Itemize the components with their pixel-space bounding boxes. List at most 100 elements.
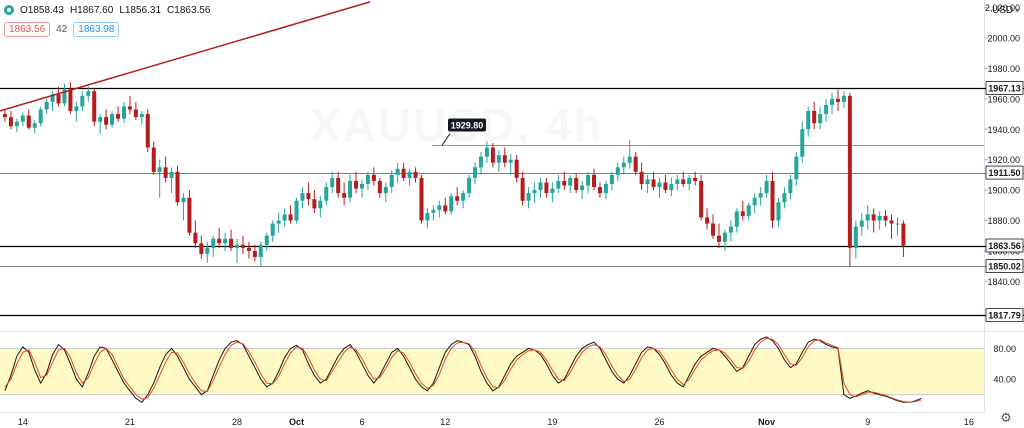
price-label-text: 1817.79 bbox=[988, 311, 1021, 321]
candle-body bbox=[223, 238, 228, 244]
currency-selector[interactable]: USD ▾ bbox=[992, 2, 1022, 18]
candle-body bbox=[586, 174, 591, 186]
candle-body bbox=[633, 156, 638, 172]
candle-body bbox=[44, 101, 49, 110]
candle-body bbox=[407, 171, 412, 178]
candle-body bbox=[615, 167, 620, 175]
close-value: C1863.56 bbox=[167, 4, 211, 16]
candle-body bbox=[496, 155, 501, 163]
candle-body bbox=[681, 179, 686, 185]
candle-body bbox=[74, 106, 79, 112]
candle-body bbox=[895, 223, 900, 225]
candle-body bbox=[841, 95, 846, 102]
candle-body bbox=[431, 209, 436, 213]
candle-body bbox=[270, 223, 275, 236]
candle-body bbox=[752, 197, 757, 206]
time-tick-label: 12 bbox=[440, 417, 450, 427]
candle-body bbox=[348, 180, 353, 198]
candle-body bbox=[812, 111, 817, 124]
time-tick-label: 9 bbox=[865, 417, 870, 427]
price-label-box bbox=[985, 259, 1024, 273]
callout-pointer bbox=[441, 133, 451, 146]
ohlc-legend: O1858.43 H1867.60 L1856.31 C1863.56 bbox=[4, 2, 210, 18]
sell-price-button[interactable]: 1863.56 bbox=[4, 22, 51, 37]
candle-body bbox=[621, 162, 626, 168]
candle-body bbox=[217, 238, 222, 244]
candle-body bbox=[80, 95, 85, 107]
candle-body bbox=[14, 121, 19, 127]
candle-body bbox=[294, 200, 299, 221]
candle-body bbox=[104, 117, 109, 125]
price-tick-label: 1920.00 bbox=[987, 155, 1020, 165]
candle-body bbox=[788, 179, 793, 194]
stochastic-tick-label: 40.00 bbox=[993, 375, 1016, 385]
price-label-box bbox=[985, 308, 1024, 323]
candle-body bbox=[306, 193, 311, 200]
candle-body bbox=[562, 180, 567, 186]
candle-body bbox=[246, 247, 251, 251]
candle-body bbox=[592, 174, 597, 188]
price-tick-label: 2000.00 bbox=[987, 34, 1020, 44]
candle-body bbox=[699, 180, 704, 218]
candle-body bbox=[490, 147, 495, 163]
candle-body bbox=[455, 196, 460, 201]
candle-body bbox=[205, 247, 210, 254]
candle-body bbox=[901, 223, 906, 246]
price-tick-label: 1840.00 bbox=[987, 277, 1020, 287]
candle-body bbox=[580, 185, 585, 191]
candle-body bbox=[478, 156, 483, 168]
candle-body bbox=[800, 129, 805, 157]
candle-body bbox=[110, 114, 115, 125]
candle-body bbox=[461, 193, 466, 201]
time-tick-label: 6 bbox=[359, 417, 364, 427]
candle-body bbox=[645, 179, 650, 185]
price-label-box bbox=[985, 81, 1024, 95]
candle-body bbox=[847, 95, 852, 248]
candle-body bbox=[342, 193, 347, 198]
candle-body bbox=[657, 182, 662, 188]
candle-body bbox=[502, 155, 507, 163]
candle-body bbox=[574, 177, 579, 191]
candle-body bbox=[853, 226, 858, 248]
candle-body bbox=[121, 106, 126, 119]
settings-gear-icon[interactable]: ⚙ bbox=[1000, 410, 1012, 425]
candle-body bbox=[312, 199, 317, 209]
time-axis[interactable]: 14 21 28 Oct 6 12 19 26 Nov 9 16 bbox=[18, 417, 974, 427]
stochastic-band bbox=[0, 347, 984, 396]
candle-body bbox=[62, 89, 67, 104]
candle-body bbox=[56, 94, 61, 104]
price-label-text: 1911.50 bbox=[988, 168, 1020, 178]
candle-body bbox=[830, 98, 835, 105]
status-dot-icon[interactable] bbox=[4, 5, 14, 15]
candle-body bbox=[758, 193, 763, 198]
candle-body bbox=[359, 184, 364, 189]
candle-body bbox=[401, 168, 406, 178]
candle-body bbox=[288, 214, 293, 221]
candle-body bbox=[859, 220, 864, 227]
candle-body bbox=[38, 109, 43, 124]
chevron-down-icon: ▾ bbox=[1015, 5, 1020, 15]
candle-body bbox=[740, 211, 745, 216]
time-tick-label: 28 bbox=[232, 417, 242, 427]
candle-body bbox=[693, 177, 698, 181]
price-label-box bbox=[985, 238, 1024, 253]
candle-body bbox=[639, 171, 644, 185]
open-value: O1858.43 bbox=[20, 4, 64, 16]
candle-body bbox=[544, 182, 549, 194]
candle-body bbox=[663, 182, 668, 191]
candle-body bbox=[711, 223, 716, 236]
currency-label: USD bbox=[992, 4, 1014, 16]
candle-body bbox=[151, 147, 156, 172]
candle-body bbox=[532, 190, 537, 194]
candle-body bbox=[526, 193, 531, 201]
candle-body bbox=[883, 215, 888, 221]
buy-price-button[interactable]: 1863.98 bbox=[73, 22, 120, 37]
candle-body bbox=[336, 177, 341, 194]
candle-body bbox=[163, 167, 168, 178]
trendline-group[interactable] bbox=[0, 1, 371, 112]
candles[interactable] bbox=[2, 82, 906, 267]
candle-body bbox=[770, 180, 775, 221]
candle-body bbox=[300, 193, 305, 201]
candle-body bbox=[782, 193, 787, 203]
